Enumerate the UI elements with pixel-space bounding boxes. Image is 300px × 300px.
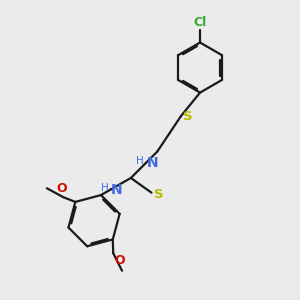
- Text: N: N: [111, 183, 122, 197]
- Text: H: H: [136, 156, 143, 166]
- Text: O: O: [114, 254, 125, 267]
- Text: Cl: Cl: [194, 16, 207, 29]
- Text: S: S: [183, 110, 192, 123]
- Text: N: N: [147, 156, 159, 170]
- Text: S: S: [154, 188, 164, 201]
- Text: H: H: [101, 183, 109, 193]
- Text: O: O: [57, 182, 67, 195]
